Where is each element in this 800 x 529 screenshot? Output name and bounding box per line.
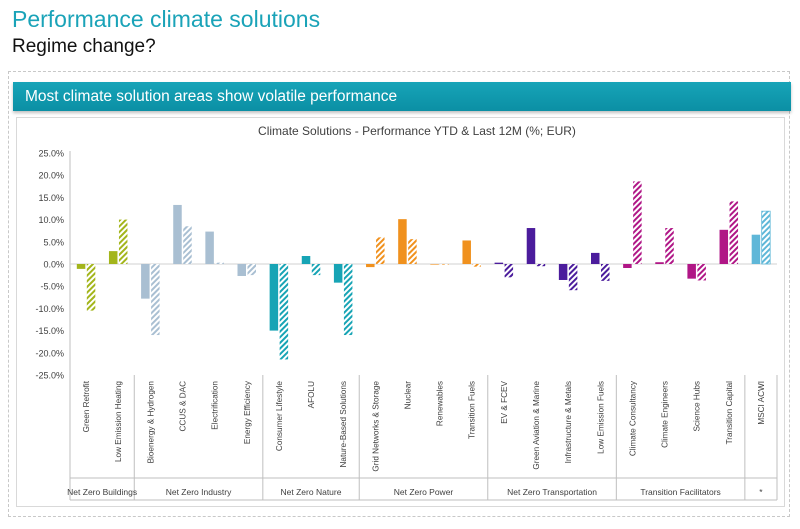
category-label: Climate Engineers xyxy=(661,381,670,448)
bar-ytd xyxy=(76,264,86,269)
banner-text: Most climate solution areas show volatil… xyxy=(25,88,398,105)
bar-ytd xyxy=(301,256,311,264)
page-subtitle: Regime change? xyxy=(12,36,156,57)
bar-ytd xyxy=(269,264,279,331)
bar-last-12m xyxy=(183,226,192,264)
category-label: AFOLU xyxy=(307,381,316,408)
bar-ytd xyxy=(558,264,568,280)
y-tick-label: -10.0% xyxy=(35,304,64,314)
bar-ytd xyxy=(655,262,664,264)
bar-ytd xyxy=(623,264,632,268)
bar-ytd xyxy=(173,204,182,264)
y-tick-label: 15.0% xyxy=(38,193,64,203)
category-label: Infrastructure & Metals xyxy=(564,381,573,463)
bar-last-12m xyxy=(633,181,642,264)
category-label: Renewables xyxy=(436,381,445,426)
bar-ytd xyxy=(398,219,407,264)
bar-ytd xyxy=(430,264,439,265)
group-label: Net Zero Power xyxy=(394,487,454,497)
category-label: Green Retrofit xyxy=(82,380,91,432)
chart-frame: Climate Solutions - Performance YTD & La… xyxy=(16,117,785,507)
bar-ytd xyxy=(141,264,150,299)
bar-ytd xyxy=(108,251,118,264)
bar-last-12m xyxy=(215,262,224,264)
bar-last-12m xyxy=(311,264,321,276)
category-label: Energy Efficiency xyxy=(243,380,252,444)
bar-last-12m xyxy=(729,201,739,264)
bar-last-12m xyxy=(376,237,385,264)
bar-ytd xyxy=(751,234,761,264)
category-label: Grid Networks & Storage xyxy=(371,381,380,472)
bar-ytd xyxy=(591,252,600,264)
bar-last-12m xyxy=(568,264,578,291)
group-label: Net Zero Industry xyxy=(166,487,232,497)
category-label: Green Aviation & Marine xyxy=(532,381,541,470)
performance-bar-chart: Climate Solutions - Performance YTD & La… xyxy=(35,124,778,501)
group-label: Net Zero Nature xyxy=(281,487,342,497)
bar-ytd xyxy=(237,264,246,276)
category-label: Transition Capital xyxy=(725,381,734,445)
group-label: Net Zero Buildings xyxy=(67,487,137,497)
group-label: Net Zero Transportation xyxy=(507,487,597,497)
bar-last-12m xyxy=(697,264,706,281)
category-label: CCUS & DAC xyxy=(178,381,187,432)
y-tick-label: 10.0% xyxy=(38,215,64,225)
category-label: Low Emission Fuels xyxy=(596,381,605,454)
bar-ytd xyxy=(494,262,504,264)
category-label: Science Hubs xyxy=(693,381,702,432)
bar-last-12m xyxy=(601,264,610,281)
bar-last-12m xyxy=(247,264,256,276)
bar-ytd xyxy=(526,228,536,264)
y-tick-label: 25.0% xyxy=(38,149,64,159)
category-label: Bioenergy & Hydrogen xyxy=(146,381,155,464)
bar-last-12m xyxy=(86,264,96,311)
category-label: Nature-Based Solutions xyxy=(339,381,348,467)
bar-ytd xyxy=(462,240,471,264)
group-label: * xyxy=(759,487,763,497)
y-tick-label: 0.0% xyxy=(43,260,64,270)
category-label: Transition Fuels xyxy=(468,381,477,439)
bar-ytd xyxy=(687,264,696,279)
content-frame xyxy=(8,71,790,517)
bar-last-12m xyxy=(151,264,160,336)
x-axis: Green Retrofit Low Emission Heating Net Ze… xyxy=(67,375,778,501)
y-tick-label: -15.0% xyxy=(35,326,64,336)
category-label: EV & FCEV xyxy=(500,380,509,423)
y-tick-label: 20.0% xyxy=(38,171,64,181)
category-label: Low Emission Heating xyxy=(114,381,123,462)
section-banner: Most climate solution areas show volatil… xyxy=(13,82,791,111)
bar-last-12m xyxy=(279,264,289,360)
y-tick-label: -20.0% xyxy=(35,348,64,358)
category-label: Nuclear xyxy=(403,381,412,409)
bar-series xyxy=(76,181,771,360)
category-label: Consumer Lifestyle xyxy=(275,381,284,452)
y-tick-label: -25.0% xyxy=(35,371,64,381)
group-label: Transition Facilitators xyxy=(640,487,720,497)
bar-last-12m xyxy=(118,219,128,264)
bar-last-12m xyxy=(408,239,417,264)
chart-title: Climate Solutions - Performance YTD & La… xyxy=(258,124,576,138)
category-label: MSCI ACWI xyxy=(757,381,766,425)
bar-last-12m xyxy=(343,264,353,336)
y-tick-label: 5.0% xyxy=(43,237,64,247)
bar-last-12m xyxy=(761,210,771,265)
bar-last-12m xyxy=(440,264,449,265)
bar-ytd xyxy=(366,264,375,268)
bar-last-12m xyxy=(472,264,481,267)
bar-ytd xyxy=(205,231,214,264)
category-label: Electrification xyxy=(211,381,220,430)
bar-last-12m xyxy=(504,264,514,278)
bar-ytd xyxy=(719,229,729,264)
bar-last-12m xyxy=(536,264,546,267)
y-tick-label: -5.0% xyxy=(40,282,64,292)
category-label: Climate Consultancy xyxy=(628,380,637,456)
page-title: Performance climate solutions xyxy=(12,6,321,32)
bar-ytd xyxy=(333,264,343,283)
bar-last-12m xyxy=(665,228,674,264)
